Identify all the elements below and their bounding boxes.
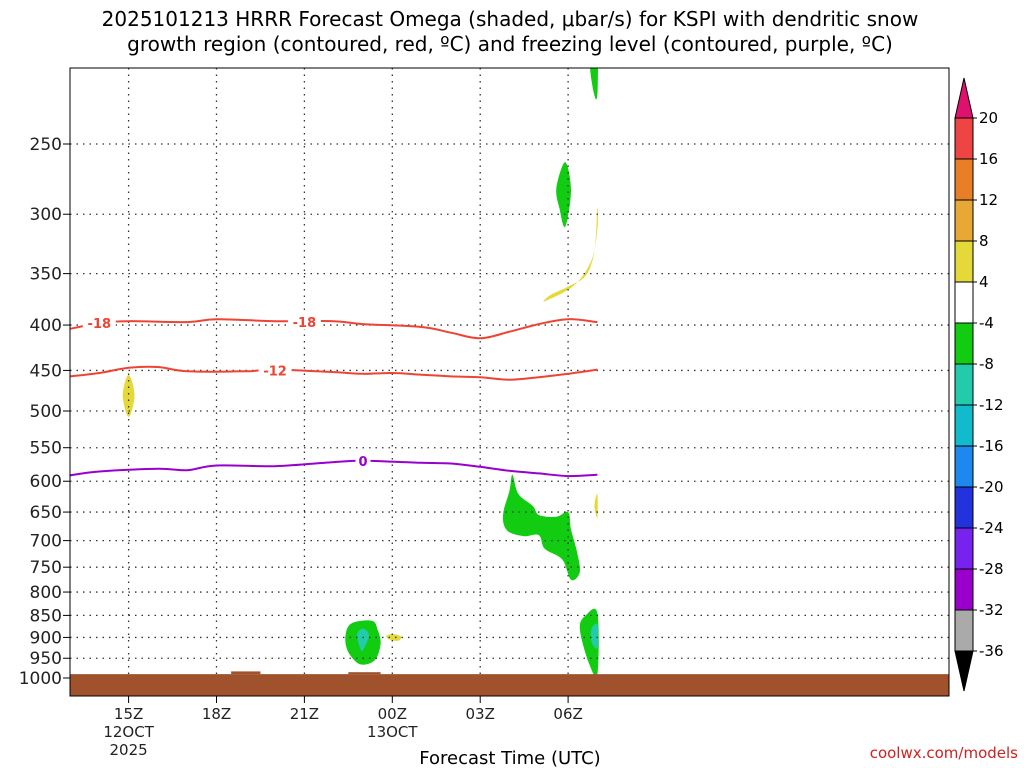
colorbar-label: 4 (979, 273, 989, 291)
contour-line (69, 318, 598, 340)
x-tick-label: 03Z (466, 705, 495, 723)
colorbar-label: -36 (979, 642, 1004, 660)
colorbar-swatch (954, 281, 974, 324)
colorbar-swatch (954, 568, 974, 611)
x-tick-label: 12OCT (103, 723, 154, 741)
omega-region (543, 207, 598, 302)
colorbar-swatch (954, 527, 974, 570)
colorbar-swatch (954, 199, 974, 242)
colorbar-label: -8 (979, 355, 994, 373)
colorbar-swatch (954, 363, 974, 406)
contour-label: 0 (358, 455, 367, 470)
omega-region (590, 623, 599, 649)
colorbar-swatch (954, 240, 974, 283)
x-tick-label: 06Z (553, 705, 582, 723)
omega-region (590, 68, 598, 100)
y-tick-label: 750 (30, 558, 62, 578)
y-tick-label: 850 (30, 606, 62, 626)
contour-label: -18 (88, 317, 112, 332)
colorbar-label: 12 (979, 191, 998, 209)
colorbar-swatch (954, 158, 974, 201)
chart-title-line-2: growth region (contoured, red, ºC) and f… (127, 32, 893, 56)
contour-label: -12 (263, 364, 287, 379)
y-tick-label: 600 (30, 472, 62, 492)
colorbar-label: -4 (979, 314, 994, 332)
omega-region (594, 493, 598, 519)
x-tick-label: 21Z (290, 705, 319, 723)
y-tick-label: 900 (30, 628, 62, 648)
colorbar-label: -24 (979, 519, 1004, 537)
x-tick-label: 15Z (114, 705, 143, 723)
contour-label-bg (82, 315, 116, 331)
colorbar-label: -12 (979, 396, 1004, 414)
x-tick-label: 2025 (110, 741, 148, 759)
colorbar-swatch (954, 445, 974, 488)
colorbar-high-arrow (954, 77, 974, 119)
contour-line (69, 365, 598, 381)
surface-bump (231, 671, 261, 675)
colorbar-label: -32 (979, 601, 1004, 619)
credit-label: coolwx.com/models (870, 744, 1018, 762)
omega-region (556, 162, 571, 228)
y-tick-label: 500 (30, 402, 62, 422)
colorbar-label: 8 (979, 232, 989, 250)
colorbar-swatch (954, 117, 974, 160)
omega-region (502, 474, 581, 581)
colorbar-low-arrow (954, 650, 974, 692)
colorbar-swatch (954, 322, 974, 365)
colorbar-swatch (954, 486, 974, 529)
y-tick-label: 350 (30, 265, 62, 285)
omega-region (386, 633, 402, 641)
contour-label-bg (258, 362, 292, 378)
contour-label: -18 (293, 316, 317, 331)
y-tick-label: 950 (30, 649, 62, 669)
colorbar-label: 20 (979, 109, 998, 127)
y-tick-label: 650 (30, 503, 62, 523)
y-tick-label: 400 (30, 316, 62, 336)
omega-region (122, 374, 135, 418)
y-tick-label: 250 (30, 135, 62, 155)
colorbar-swatch (954, 609, 974, 652)
x-axis-label: Forecast Time (UTC) (419, 748, 600, 768)
y-tick-label: 550 (30, 439, 62, 459)
surface-terrain (70, 674, 949, 696)
contour-label-bg (287, 314, 321, 330)
colorbar-label: -16 (979, 437, 1004, 455)
y-tick-label: 300 (30, 205, 62, 225)
colorbar-swatch (954, 404, 974, 447)
y-tick-label: 1000 (19, 669, 62, 689)
colorbar-label: -28 (979, 560, 1004, 578)
x-tick-label: 13OCT (367, 723, 418, 741)
surface-bump (348, 672, 381, 675)
colorbar-label: -20 (979, 478, 1004, 496)
plot-frame (69, 67, 950, 697)
colorbar-label: 16 (979, 150, 998, 168)
contour-line (69, 459, 598, 478)
omega-region (357, 628, 369, 652)
x-tick-label: 00Z (378, 705, 407, 723)
y-tick-label: 700 (30, 532, 62, 552)
chart-title-line-1: 2025101213 HRRR Forecast Omega (shaded, … (102, 7, 919, 31)
y-tick-label: 450 (30, 361, 62, 381)
contour-label-bg (355, 452, 371, 468)
x-tick-label: 18Z (202, 705, 231, 723)
y-tick-label: 800 (30, 583, 62, 603)
